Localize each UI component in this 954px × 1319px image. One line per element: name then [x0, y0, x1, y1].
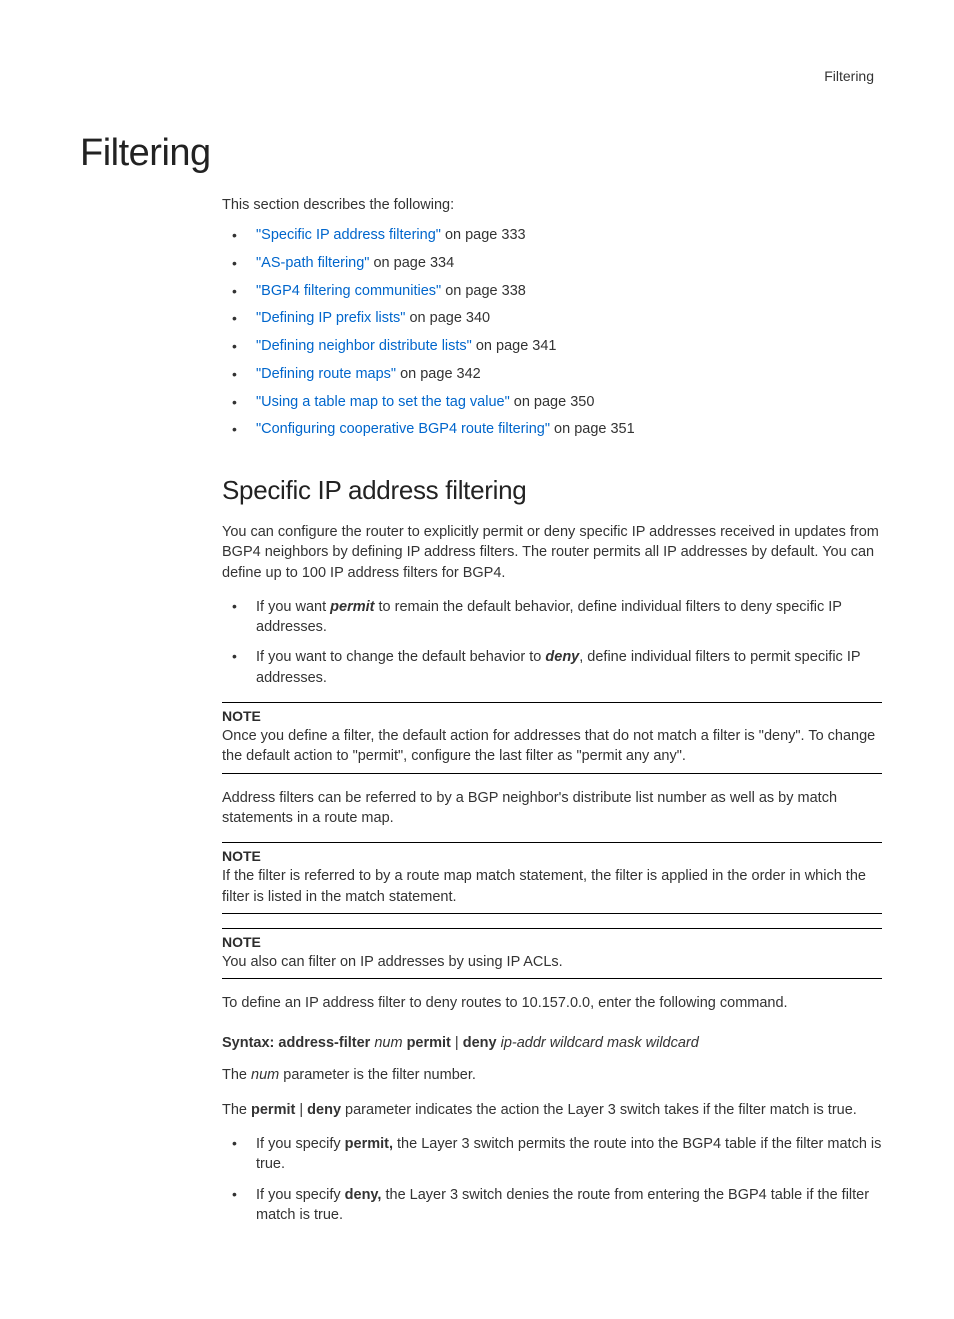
toc-link[interactable]: "Defining route maps" [256, 366, 396, 382]
toc-suffix: on page 350 [510, 394, 595, 410]
toc-suffix: on page 338 [441, 283, 526, 299]
toc-item: "AS-path filtering" on page 334 [222, 253, 882, 275]
text: If you want [256, 599, 330, 615]
toc-item: "Using a table map to set the tag value"… [222, 392, 882, 414]
toc-item: "BGP4 filtering communities" on page 338 [222, 281, 882, 303]
toc-link[interactable]: "Using a table map to set the tag value" [256, 394, 510, 410]
text: The [222, 1067, 251, 1083]
toc-item: "Defining neighbor distribute lists" on … [222, 336, 882, 358]
note-text: If the filter is referred to by a route … [222, 866, 882, 907]
toc-link[interactable]: "Defining IP prefix lists" [256, 310, 405, 326]
page-title: Filtering [80, 132, 882, 175]
syntax-permit: permit [407, 1035, 451, 1051]
toc-item: "Defining IP prefix lists" on page 340 [222, 308, 882, 330]
bold: deny [307, 1102, 341, 1118]
note-text: Once you define a filter, the default ac… [222, 726, 882, 767]
toc-suffix: on page 342 [396, 366, 481, 382]
permit-deny-list: If you want permit to remain the default… [222, 597, 882, 688]
text: parameter indicates the action the Layer… [341, 1102, 857, 1118]
toc-item: "Defining route maps" on page 342 [222, 364, 882, 386]
text: The [222, 1102, 251, 1118]
toc-link[interactable]: "BGP4 filtering communities" [256, 283, 441, 299]
spec-list: If you specify permit, the Layer 3 switc… [222, 1134, 882, 1225]
intro-paragraph: This section describes the following: [222, 197, 882, 213]
body-paragraph: To define an IP address filter to deny r… [222, 993, 882, 1013]
note-label: NOTE [222, 934, 882, 950]
list-item: If you want permit to remain the default… [222, 597, 882, 638]
text: If you specify [256, 1187, 345, 1203]
toc-list: "Specific IP address filtering" on page … [222, 225, 882, 441]
text: If you want to change the default behavi… [256, 649, 545, 665]
note-block: NOTE Once you define a filter, the defau… [222, 702, 882, 774]
bold: permit [251, 1102, 295, 1118]
toc-link[interactable]: "Specific IP address filtering" [256, 227, 441, 243]
toc-suffix: on page 351 [550, 421, 635, 437]
toc-link[interactable]: "Configuring cooperative BGP4 route filt… [256, 421, 550, 437]
body-paragraph: You can configure the router to explicit… [222, 522, 882, 583]
syntax-deny: deny [463, 1035, 497, 1051]
body-paragraph: The permit | deny parameter indicates th… [222, 1100, 882, 1120]
text: If you specify [256, 1136, 345, 1152]
toc-suffix: on page 334 [369, 255, 454, 271]
note-label: NOTE [222, 848, 882, 864]
body-paragraph: The num parameter is the filter number. [222, 1065, 882, 1085]
section-heading: Specific IP address filtering [222, 475, 882, 506]
note-text: You also can filter on IP addresses by u… [222, 952, 882, 972]
running-head: Filtering [84, 68, 882, 84]
syntax-cmd: address-filter [278, 1035, 370, 1051]
syntax-line: Syntax: address-filter num permit | deny… [222, 1035, 882, 1051]
bold: permit, [345, 1136, 393, 1152]
toc-item: "Configuring cooperative BGP4 route filt… [222, 419, 882, 441]
text: | [295, 1102, 307, 1118]
note-block: NOTE You also can filter on IP addresses… [222, 928, 882, 979]
italic: num [251, 1067, 279, 1083]
list-item: If you want to change the default behavi… [222, 647, 882, 688]
toc-suffix: on page 341 [472, 338, 557, 354]
bold-italic: permit [330, 599, 374, 615]
bold-italic: deny [545, 649, 579, 665]
toc-item: "Specific IP address filtering" on page … [222, 225, 882, 247]
syntax-sep: | [451, 1035, 463, 1051]
list-item: If you specify permit, the Layer 3 switc… [222, 1134, 882, 1175]
syntax-lead: Syntax: [222, 1035, 278, 1051]
toc-link[interactable]: "AS-path filtering" [256, 255, 369, 271]
body-paragraph: Address filters can be referred to by a … [222, 788, 882, 829]
syntax-args: ip-addr wildcard mask wildcard [497, 1035, 699, 1051]
toc-suffix: on page 340 [405, 310, 490, 326]
syntax-num: num [370, 1035, 406, 1051]
text: parameter is the filter number. [279, 1067, 476, 1083]
toc-link[interactable]: "Defining neighbor distribute lists" [256, 338, 472, 354]
list-item: If you specify deny, the Layer 3 switch … [222, 1185, 882, 1226]
note-label: NOTE [222, 708, 882, 724]
toc-suffix: on page 333 [441, 227, 526, 243]
bold: deny, [345, 1187, 382, 1203]
note-block: NOTE If the filter is referred to by a r… [222, 842, 882, 914]
